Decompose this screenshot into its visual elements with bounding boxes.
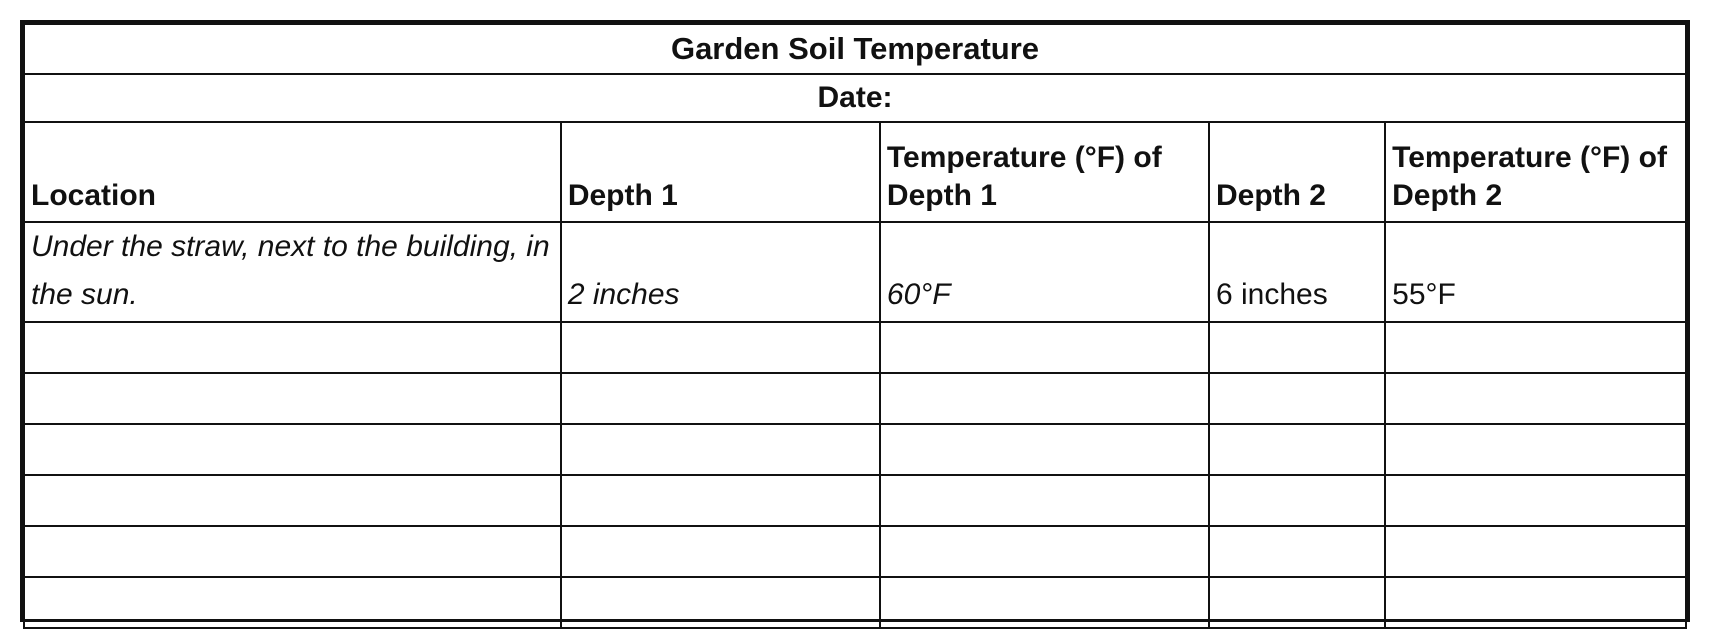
cell-depth-1-empty: [559, 423, 881, 476]
cell-temperature-depth-1-empty: [878, 423, 1210, 476]
empty-table-row: [23, 423, 1687, 476]
date-label: Date:: [23, 73, 1687, 123]
cell-location-empty: [23, 576, 562, 629]
cell-temperature-depth-2-empty: [1384, 321, 1687, 374]
cell-location-empty: [23, 525, 562, 578]
cell-temperature-depth-2-empty: [1384, 372, 1687, 425]
cell-temperature-depth-1: 60°F: [878, 221, 1210, 323]
cell-depth-1: 2 inches: [559, 221, 881, 323]
empty-table-row: [23, 576, 1687, 629]
cell-location-empty: [23, 423, 562, 476]
table-title: Garden Soil Temperature: [23, 23, 1687, 75]
soil-temperature-table: Garden Soil Temperature Date: Location D…: [23, 23, 1687, 629]
cell-temperature-depth-2-empty: [1384, 474, 1687, 527]
cell-temperature-depth-2-empty: [1384, 525, 1687, 578]
empty-table-row: [23, 372, 1687, 425]
soil-temperature-sheet: Garden Soil Temperature Date: Location D…: [20, 20, 1690, 629]
cell-temperature-depth-1-empty: [878, 321, 1210, 374]
empty-table-row: [23, 474, 1687, 527]
cell-temperature-depth-2-empty: [1384, 423, 1687, 476]
cell-temperature-depth-1-empty: [878, 372, 1210, 425]
cell-temperature-depth-2-empty: [1384, 576, 1687, 629]
cell-depth-1-empty: [559, 525, 881, 578]
header-depth-1: Depth 1: [559, 121, 881, 223]
cell-depth-2-empty: [1207, 372, 1387, 425]
cell-depth-1-empty: [559, 474, 881, 527]
cell-depth-1-empty: [559, 321, 881, 374]
header-temperature-depth-2: Temperature (°F) of Depth 2: [1384, 121, 1687, 223]
header-temperature-depth-1: Temperature (°F) of Depth 1: [878, 121, 1210, 223]
empty-table-row: [23, 525, 1687, 578]
cell-depth-1-empty: [559, 576, 881, 629]
cell-location: Under the straw, next to the building, i…: [23, 221, 562, 323]
cell-depth-2: 6 inches: [1207, 221, 1387, 323]
cell-temperature-depth-1-empty: [878, 576, 1210, 629]
cell-depth-2-empty: [1207, 576, 1387, 629]
cell-location-empty: [23, 372, 562, 425]
header-location: Location: [23, 121, 562, 223]
cell-depth-2-empty: [1207, 423, 1387, 476]
cell-depth-2-empty: [1207, 525, 1387, 578]
header-row: Location Depth 1 Temperature (°F) of Dep…: [23, 121, 1687, 223]
date-row: Date:: [23, 73, 1687, 123]
header-depth-2: Depth 2: [1207, 121, 1387, 223]
empty-table-row: [23, 321, 1687, 374]
cell-temperature-depth-1-empty: [878, 474, 1210, 527]
cell-depth-2-empty: [1207, 321, 1387, 374]
cell-depth-2-empty: [1207, 474, 1387, 527]
cell-location-empty: [23, 474, 562, 527]
cell-depth-1-empty: [559, 372, 881, 425]
cell-temperature-depth-1-empty: [878, 525, 1210, 578]
cell-location-empty: [23, 321, 562, 374]
table-row: Under the straw, next to the building, i…: [23, 221, 1687, 323]
title-row: Garden Soil Temperature: [23, 23, 1687, 75]
cell-temperature-depth-2: 55°F: [1384, 221, 1687, 323]
